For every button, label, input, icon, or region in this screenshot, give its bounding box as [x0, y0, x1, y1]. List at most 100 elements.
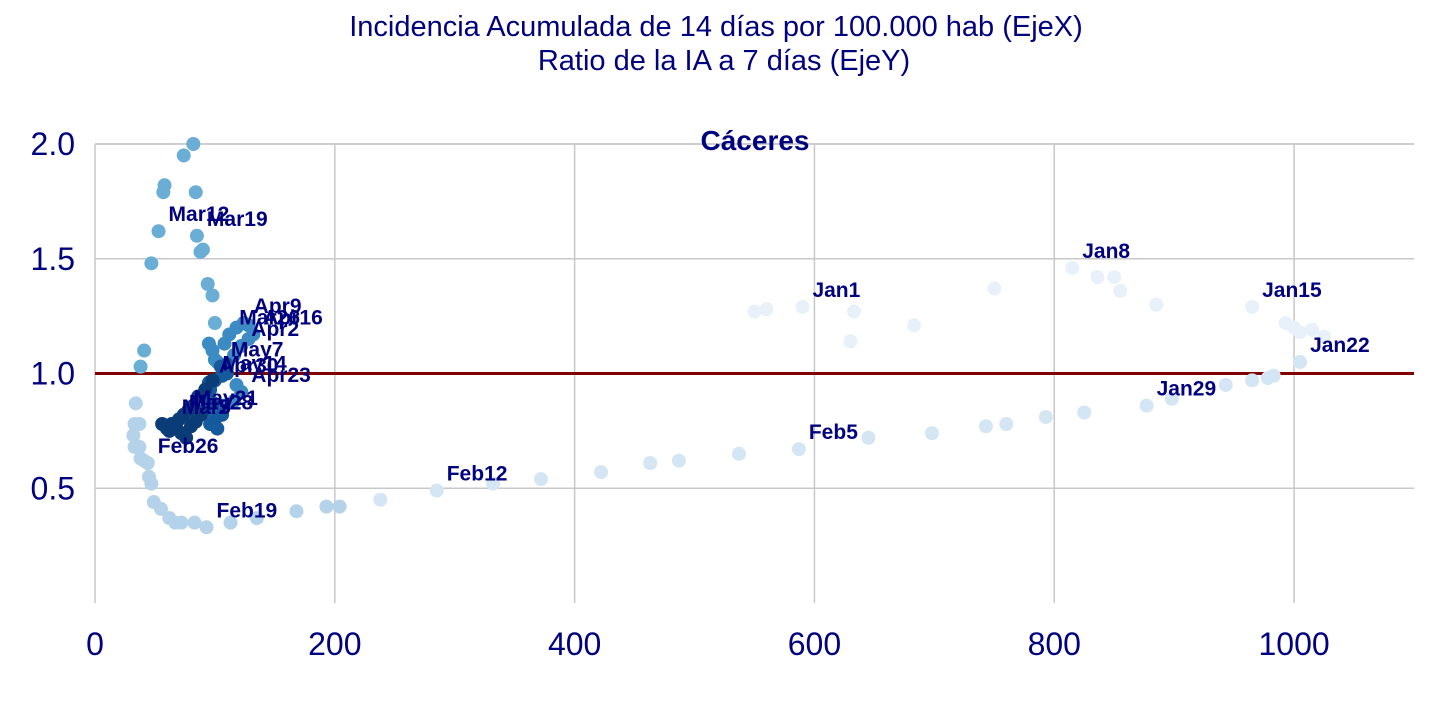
data-point — [151, 224, 166, 239]
data-point — [1038, 410, 1053, 425]
y-tick-label: 1.0 — [31, 356, 75, 392]
data-point — [249, 511, 264, 526]
data-label: Mar12 — [169, 203, 230, 226]
data-point — [759, 302, 774, 317]
data-label: Mar5 — [182, 396, 231, 419]
data-point — [207, 316, 222, 331]
data-point — [999, 416, 1014, 431]
data-point — [193, 407, 208, 422]
data-label: Feb5 — [809, 421, 858, 444]
y-tick-label: 0.5 — [31, 470, 75, 506]
data-point — [137, 343, 152, 358]
data-point — [429, 483, 444, 498]
data-points — [126, 137, 1332, 535]
data-label: Feb12 — [447, 463, 508, 486]
axes: 0.5 1.0 1.5 2.0 0 200 400 600 800 1000 — [31, 126, 1330, 662]
data-label: Jan29 — [1157, 378, 1217, 401]
data-point — [162, 511, 177, 526]
data-point — [141, 469, 156, 484]
data-point — [1107, 270, 1122, 285]
x-tick-label: 200 — [308, 626, 361, 662]
data-label: Apr2 — [251, 318, 299, 341]
data-label: May7 — [231, 339, 284, 362]
data-point — [1065, 260, 1080, 275]
data-point — [133, 359, 148, 374]
data-point — [791, 442, 806, 457]
data-point — [1305, 322, 1320, 337]
panel-title: Cáceres — [701, 125, 810, 156]
data-point — [187, 515, 202, 530]
data-label: Jan22 — [1310, 334, 1370, 357]
data-label: Apr16 — [263, 306, 323, 329]
data-label: Feb19 — [217, 499, 278, 522]
data-label: Apr23 — [251, 364, 311, 387]
data-point — [195, 242, 210, 257]
data-point — [671, 453, 686, 468]
data-point — [205, 288, 220, 303]
data-point — [795, 299, 810, 314]
x-tick-label: 0 — [86, 626, 104, 662]
data-label: Feb26 — [158, 435, 219, 458]
data-point — [189, 228, 204, 243]
y-tick-label: 2.0 — [31, 126, 75, 162]
x-tick-label: 800 — [1028, 626, 1081, 662]
data-label: Mar19 — [207, 208, 268, 231]
x-tick-label: 400 — [548, 626, 601, 662]
data-label: Apr30 — [219, 355, 279, 378]
data-point — [219, 366, 234, 381]
data-label: Apr9 — [254, 295, 302, 318]
data-point — [1245, 299, 1260, 314]
x-tick-label: 1000 — [1258, 626, 1329, 662]
data-point — [132, 416, 147, 431]
data-point — [332, 499, 347, 514]
data-labels: Jan1 Jan8 Jan15 Jan22 Jan29 Feb5 Feb12 Feb19 Feb… — [158, 203, 1370, 522]
data-point — [176, 148, 191, 163]
data-point — [319, 499, 334, 514]
data-point — [215, 407, 230, 422]
data-point — [534, 472, 549, 487]
data-point — [1149, 297, 1164, 312]
data-label: May28 — [189, 391, 254, 414]
x-tick-label: 600 — [788, 626, 841, 662]
data-point — [924, 426, 939, 441]
data-point — [594, 465, 609, 480]
data-point — [843, 334, 858, 349]
data-point — [1293, 325, 1308, 340]
chart-title-line-1: Incidencia Acumulada de 14 días por 100.… — [349, 11, 1083, 43]
data-point — [861, 430, 876, 445]
data-point — [1245, 373, 1260, 388]
data-point — [223, 515, 238, 530]
data-point — [289, 504, 304, 519]
y-tick-label: 1.5 — [31, 241, 75, 277]
data-point — [210, 421, 225, 436]
data-point — [847, 304, 862, 319]
data-point — [1090, 270, 1105, 285]
data-point — [133, 451, 148, 466]
data-point — [128, 396, 143, 411]
data-label: Jan8 — [1082, 240, 1130, 263]
data-point — [157, 178, 172, 193]
data-point — [1317, 329, 1332, 344]
chart-title-line-2: Ratio de la IA a 7 días (EjeY) — [538, 45, 910, 77]
data-point — [200, 276, 215, 291]
data-point — [179, 430, 194, 445]
data-point — [906, 318, 921, 333]
data-point — [747, 304, 762, 319]
data-point — [987, 281, 1002, 296]
data-label: May21 — [194, 387, 259, 410]
data-point — [1293, 355, 1308, 370]
data-point — [188, 185, 203, 200]
data-label: Jan1 — [812, 279, 860, 302]
data-point — [1218, 377, 1233, 392]
data-label: Mar26 — [239, 306, 300, 329]
data-point — [199, 520, 214, 535]
data-point — [1260, 371, 1275, 386]
data-point — [127, 439, 142, 454]
data-point — [373, 492, 388, 507]
data-label: May14 — [223, 352, 288, 375]
data-point — [144, 256, 159, 271]
data-point — [146, 495, 161, 510]
data-point — [731, 446, 746, 461]
